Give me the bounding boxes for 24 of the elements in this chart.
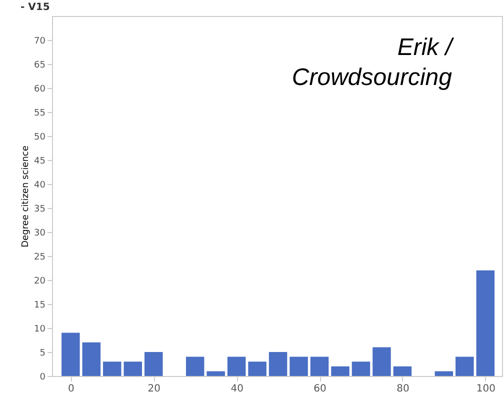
y-axis-title: Degree citizen science (21, 145, 32, 248)
y-tick-label: 0 (40, 372, 46, 382)
y-tick-label: 50 (34, 132, 46, 142)
chart-title: - V15 (20, 2, 50, 13)
y-tick-label: 70 (34, 36, 46, 46)
y-tick-label: 25 (34, 252, 46, 262)
y-tick-label: 10 (34, 324, 46, 334)
y-tick-label: 30 (34, 228, 46, 238)
x-tick-label: 80 (396, 384, 410, 394)
y-tick-label: 65 (34, 60, 46, 70)
y-tick-label: 15 (34, 300, 46, 310)
x-tick-label: 100 (476, 384, 496, 394)
y-tick-label: 20 (34, 276, 46, 286)
x-tick-label: 20 (148, 384, 160, 394)
y-tick-label: 60 (34, 84, 46, 94)
y-tick-label: 55 (34, 108, 46, 118)
y-tick-label: 40 (34, 180, 46, 190)
x-tick-label: 40 (230, 384, 244, 394)
x-tick-label: 60 (314, 384, 326, 394)
annotation: Erik / Crowdsourcing (292, 34, 454, 91)
y-tick-label: 35 (34, 204, 46, 214)
y-tick-label: 45 (34, 156, 46, 166)
y-tick-label: 5 (40, 348, 46, 358)
x-tick-label: 0 (68, 384, 74, 394)
